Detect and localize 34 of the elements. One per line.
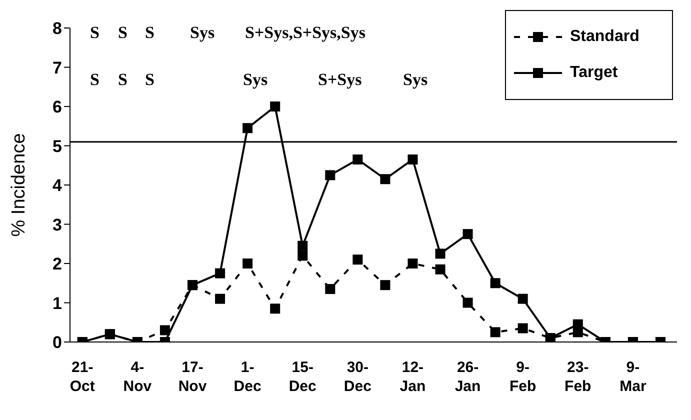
- annotation: S: [118, 22, 128, 42]
- x-tick-label: 4-Nov: [123, 359, 152, 395]
- y-tick-label: 1: [52, 294, 62, 313]
- y-tick-label: 4: [52, 176, 63, 196]
- x-tick-label: 15-Dec: [288, 359, 316, 395]
- annotation: Sys: [190, 22, 215, 42]
- annotation: S: [90, 70, 100, 89]
- annotation: S: [118, 70, 128, 89]
- x-tick-label: 17-Nov: [178, 359, 208, 395]
- x-tick-label: 9-Feb: [510, 359, 536, 395]
- legend-label: Target: [570, 64, 618, 82]
- x-tick-label: 30-Dec: [344, 359, 372, 395]
- x-tick-label: 26-Jan: [454, 359, 481, 395]
- annotation: S: [145, 22, 154, 42]
- y-tick-label: 7: [52, 58, 62, 78]
- x-tick-label: 1-Dec: [234, 359, 262, 395]
- annotation: Sys: [243, 70, 268, 89]
- x-tick-label: 23-Feb: [564, 359, 592, 395]
- y-tick-label: 8: [52, 19, 62, 38]
- y-tick-label: 5: [52, 136, 62, 156]
- y-axis-title: % Incidence: [8, 133, 30, 237]
- annotation: S: [90, 22, 100, 42]
- annotation: Sys: [403, 70, 428, 89]
- annotation: S+Sys,S+Sys,Sys: [245, 22, 366, 42]
- y-tick-label: 6: [52, 98, 62, 117]
- annotation: S: [145, 70, 154, 89]
- y-tick-label: 2: [52, 254, 62, 274]
- y-tick-label: 0: [52, 333, 62, 352]
- x-tick-label: 12-Jan: [400, 359, 426, 395]
- legend-label: Standard: [570, 28, 640, 46]
- y-tick-label: 3: [52, 215, 62, 234]
- x-tick-label: 9-Mar: [620, 359, 646, 395]
- x-tick-label: 21-Oct: [70, 359, 95, 395]
- annotation: S+Sys: [318, 70, 362, 89]
